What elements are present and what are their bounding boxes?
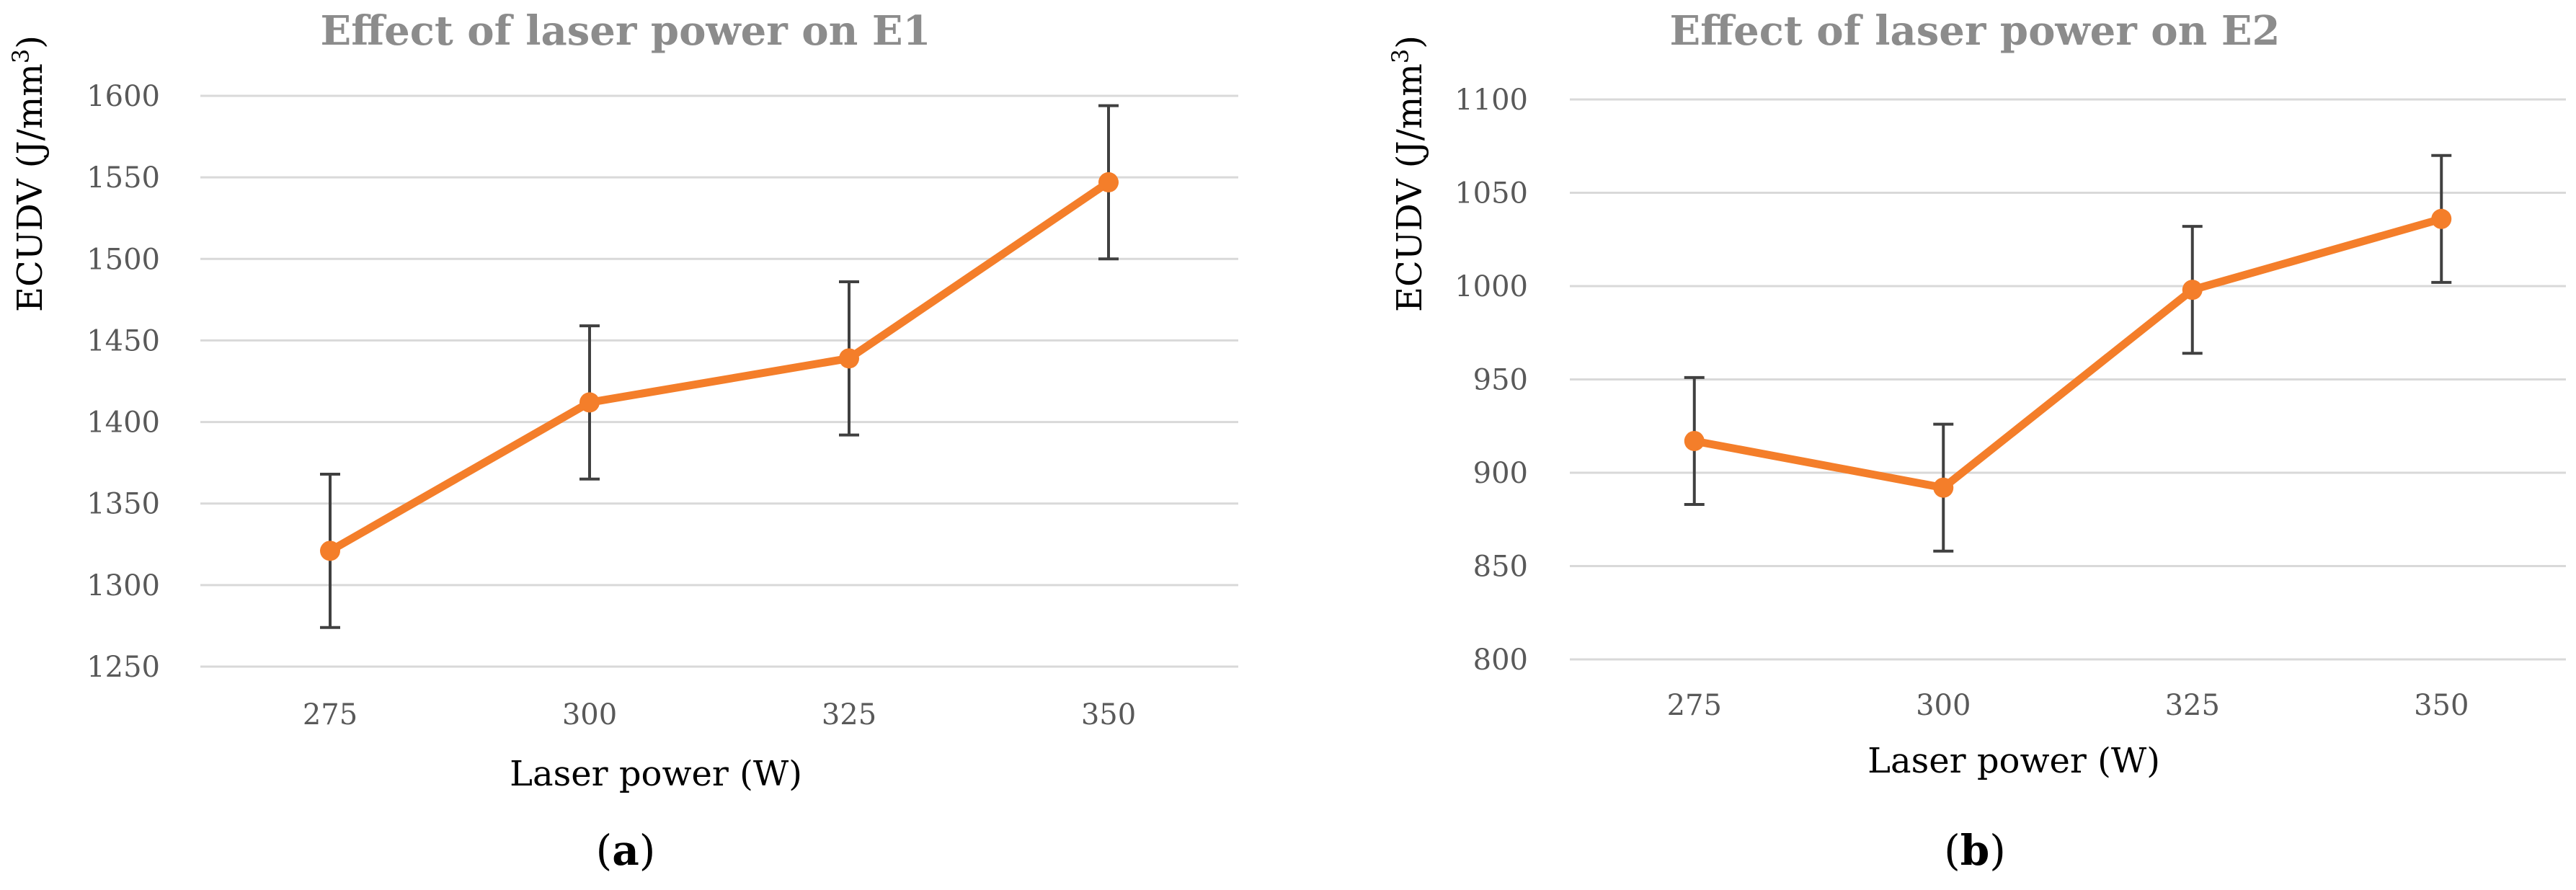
- x-axis-title-b: Laser power (W): [1867, 741, 2160, 781]
- y-tick-label: 1400: [86, 406, 160, 440]
- y-tick-labels-b: 800 850 900 950 1000 1050 1100: [1454, 84, 1528, 677]
- y-tick-label: 1050: [1454, 177, 1528, 210]
- series-line-b: [1690, 215, 2446, 492]
- x-tick-label: 275: [303, 698, 357, 731]
- x-tick-label: 325: [822, 698, 876, 731]
- error-bars-a: [320, 104, 1119, 629]
- y-tick-label: 1450: [86, 324, 160, 357]
- chart-title-a: Effect of laser power on E1: [321, 7, 931, 55]
- y-tick-label: 1250: [86, 651, 160, 684]
- x-tick-labels-a: 275 300 325 350: [303, 698, 1136, 731]
- data-point: [2431, 208, 2452, 229]
- chart-panel-b: Effect of laser power on E2 800 850 900 950…: [1387, 7, 2566, 875]
- panel-label-a: (a): [596, 826, 656, 875]
- y-tick-label: 800: [1473, 644, 1528, 677]
- data-point: [1098, 172, 1119, 192]
- error-bars-b: [1684, 153, 2452, 553]
- y-tick-label: 950: [1473, 364, 1528, 397]
- y-tick-label: 1350: [86, 488, 160, 521]
- chart-title-b: Effect of laser power on E2: [1670, 7, 2280, 55]
- data-point: [1684, 430, 1705, 451]
- y-axis-title-a: ECUDV (J/mm3): [7, 35, 50, 312]
- chart-panel-a: Effect of laser power on E1 1250 1300 1350…: [7, 7, 1238, 875]
- data-points-a: [320, 172, 1119, 561]
- x-tick-label: 300: [562, 698, 617, 731]
- x-tick-label: 300: [1916, 689, 1971, 722]
- x-tick-label: 325: [2165, 689, 2220, 722]
- y-tick-label: 1100: [1454, 84, 1528, 117]
- x-tick-labels-b: 275 300 325 350: [1667, 689, 2469, 722]
- y-tick-label: 1550: [86, 161, 160, 195]
- x-tick-label: 350: [2414, 689, 2469, 722]
- panel-label-b: (b): [1944, 826, 2006, 875]
- gridlines-a: [200, 94, 1238, 668]
- series-line-a: [326, 178, 1113, 555]
- x-axis-title-a: Laser power (W): [510, 754, 802, 794]
- data-point: [579, 392, 600, 413]
- x-tick-label: 275: [1667, 689, 1722, 722]
- data-point: [839, 348, 859, 369]
- y-tick-label: 1500: [86, 243, 160, 276]
- y-tick-label: 1600: [86, 80, 160, 113]
- data-point: [2182, 280, 2203, 301]
- y-tick-labels-a: 1250 1300 1350 1400 1450 1500 1550 1600: [86, 80, 160, 684]
- y-tick-label: 1000: [1454, 270, 1528, 303]
- y-tick-label: 850: [1473, 551, 1528, 584]
- data-point: [1933, 477, 1954, 498]
- x-tick-label: 350: [1081, 698, 1136, 731]
- y-tick-label: 900: [1473, 457, 1528, 490]
- y-tick-label: 1300: [86, 569, 160, 602]
- data-points-b: [1684, 208, 2452, 498]
- data-point: [320, 540, 340, 561]
- gridlines-b: [1570, 98, 2566, 661]
- y-axis-title-b: ECUDV (J/mm3): [1387, 35, 1430, 312]
